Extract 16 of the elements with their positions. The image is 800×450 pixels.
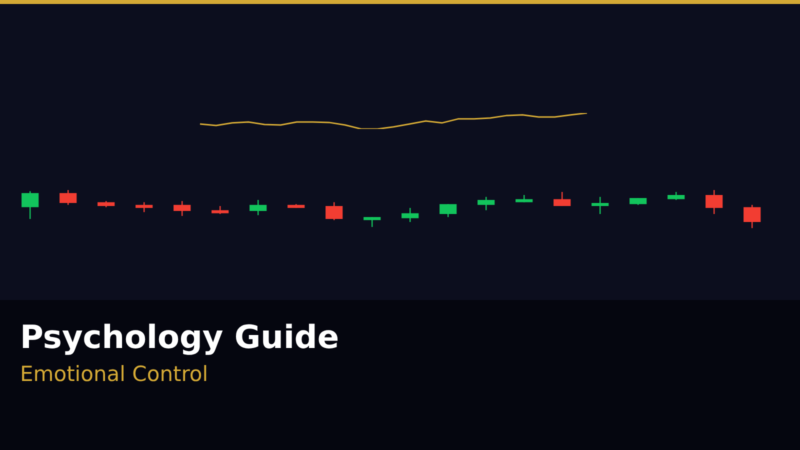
candlestick bbox=[60, 189, 77, 206]
candlestick bbox=[326, 202, 343, 221]
candlestick bbox=[744, 204, 761, 229]
candlestick bbox=[364, 216, 381, 228]
candlestick bbox=[440, 204, 457, 218]
candlestick bbox=[174, 200, 191, 217]
candlestick bbox=[706, 189, 723, 215]
candlestick bbox=[250, 199, 267, 216]
text: Psychology Guide bbox=[20, 318, 340, 356]
candlestick bbox=[554, 191, 571, 207]
candlestick bbox=[592, 196, 609, 215]
candlestick bbox=[136, 202, 153, 213]
candlestick bbox=[22, 190, 39, 220]
text: Emotional Control bbox=[20, 362, 208, 386]
candlestick bbox=[478, 196, 495, 211]
candlestick bbox=[402, 207, 419, 223]
